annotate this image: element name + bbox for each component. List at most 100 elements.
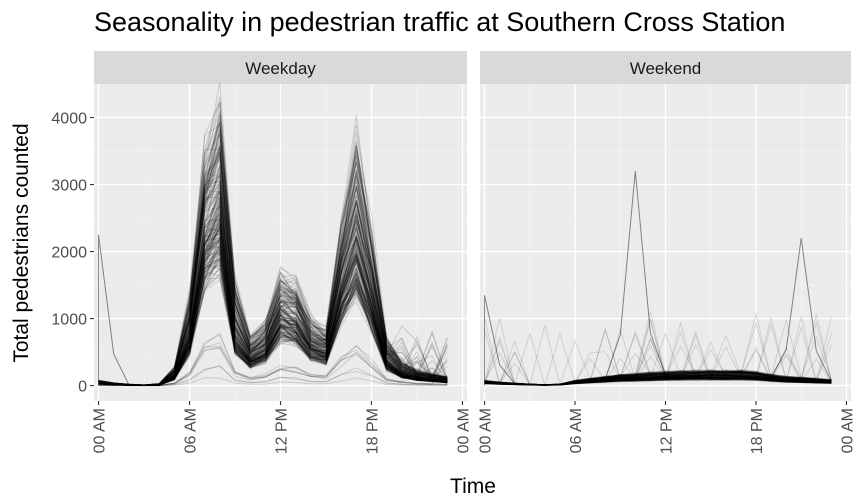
x-tick-label: 06 AM xyxy=(568,408,585,453)
daily-profile-line xyxy=(484,374,832,386)
daily-profile-line xyxy=(484,328,832,386)
daily-profile-line xyxy=(484,374,832,386)
daily-profile-line xyxy=(484,322,832,386)
daily-profile-line xyxy=(98,204,448,386)
daily-profile-line xyxy=(484,370,832,386)
daily-profile-line xyxy=(484,371,832,386)
daily-profile-line xyxy=(98,232,448,386)
daily-profile-line xyxy=(484,330,832,386)
daily-profile-line xyxy=(98,247,448,386)
daily-profile-line xyxy=(98,225,448,386)
daily-profile-line xyxy=(484,374,832,386)
daily-profile-line xyxy=(484,371,832,386)
daily-profile-line xyxy=(98,244,448,386)
daily-profile-line xyxy=(98,267,448,386)
daily-profile-line xyxy=(98,164,448,386)
daily-profile-line xyxy=(484,318,832,386)
x-tick-label: 00 AM xyxy=(455,408,472,453)
daily-profile-line xyxy=(98,186,448,386)
grid-weekend xyxy=(480,84,851,401)
daily-profile-line xyxy=(484,376,832,386)
daily-profile-line xyxy=(484,374,832,386)
daily-profile-line xyxy=(98,130,448,386)
daily-profile-line xyxy=(484,378,832,386)
daily-profile-line xyxy=(98,183,448,386)
daily-profile-line xyxy=(98,195,448,386)
daily-profile-line xyxy=(484,354,832,386)
x-ticks-weekend: 00 AM 06 AM 12 PM 18 PM 00 AM xyxy=(478,401,856,454)
daily-profile-line xyxy=(98,199,448,386)
daily-profile-line xyxy=(484,376,832,386)
daily-profile-line xyxy=(98,248,448,386)
daily-profile-line xyxy=(484,375,832,386)
daily-profile-line xyxy=(98,334,448,387)
daily-profile-line xyxy=(98,272,448,386)
daily-profile-line xyxy=(98,190,448,386)
x-tick-label: 18 PM xyxy=(364,408,381,454)
daily-profile-line xyxy=(484,374,832,386)
daily-profile-line xyxy=(484,371,832,386)
daily-profile-line xyxy=(484,358,832,386)
daily-profile-line xyxy=(484,372,832,386)
daily-profile-line xyxy=(98,121,448,386)
daily-profile-line xyxy=(484,370,832,386)
daily-profile-line xyxy=(484,374,832,386)
daily-profile-line xyxy=(98,178,448,386)
daily-profile-line xyxy=(484,371,832,386)
daily-profile-line xyxy=(484,320,832,386)
daily-profile-line xyxy=(484,369,832,386)
daily-profile-line xyxy=(98,152,448,386)
daily-profile-line xyxy=(98,127,448,386)
daily-profile-line xyxy=(98,233,448,386)
daily-profile-line xyxy=(98,109,448,386)
daily-profile-line xyxy=(98,224,448,386)
daily-profile-line xyxy=(98,259,448,386)
daily-profile-line xyxy=(98,132,448,386)
daily-profile-line xyxy=(98,190,448,386)
daily-profile-line xyxy=(98,145,448,386)
x-tick-label: 12 PM xyxy=(274,408,291,454)
daily-profile-line xyxy=(484,374,832,386)
daily-profile-line xyxy=(484,369,832,386)
daily-profile-line xyxy=(484,371,832,386)
daily-profile-line xyxy=(484,335,832,386)
x-tick-label: 12 PM xyxy=(659,408,676,454)
daily-profile-line xyxy=(484,352,832,386)
daily-profile-line xyxy=(484,376,832,386)
daily-profile-line xyxy=(98,236,448,386)
daily-profile-line xyxy=(98,277,448,386)
daily-profile-line xyxy=(484,351,832,386)
daily-profile-line xyxy=(98,195,448,386)
daily-profile-line xyxy=(484,372,832,386)
daily-profile-line xyxy=(484,370,832,386)
daily-profile-line xyxy=(484,325,832,386)
daily-profile-line xyxy=(484,373,832,386)
daily-profile-line xyxy=(484,372,832,386)
daily-profile-line xyxy=(98,172,448,386)
daily-profile-line xyxy=(98,151,448,386)
daily-profile-line xyxy=(98,259,448,386)
daily-profile-line xyxy=(98,235,448,386)
daily-profile-line xyxy=(98,102,448,386)
daily-profile-line xyxy=(98,222,448,386)
daily-profile-line xyxy=(484,376,832,386)
daily-profile-line xyxy=(98,278,448,386)
daily-profile-line xyxy=(484,376,832,386)
daily-profile-line xyxy=(98,256,448,386)
daily-profile-line xyxy=(98,249,448,386)
daily-profile-line xyxy=(98,153,448,386)
daily-profile-line xyxy=(484,331,832,386)
daily-profile-line xyxy=(484,373,832,386)
daily-profile-line xyxy=(484,377,832,386)
daily-profile-line xyxy=(484,374,832,386)
daily-profile-line xyxy=(98,252,448,386)
daily-profile-line xyxy=(98,149,448,386)
daily-profile-line xyxy=(98,224,448,386)
daily-profile-line xyxy=(98,189,448,386)
daily-profile-line xyxy=(98,222,448,386)
daily-profile-line xyxy=(484,370,832,386)
daily-profile-line xyxy=(98,245,448,386)
daily-profile-line xyxy=(484,371,832,386)
daily-profile-line xyxy=(98,235,448,386)
y-axis: 0 1000 2000 3000 4000 xyxy=(51,111,94,396)
